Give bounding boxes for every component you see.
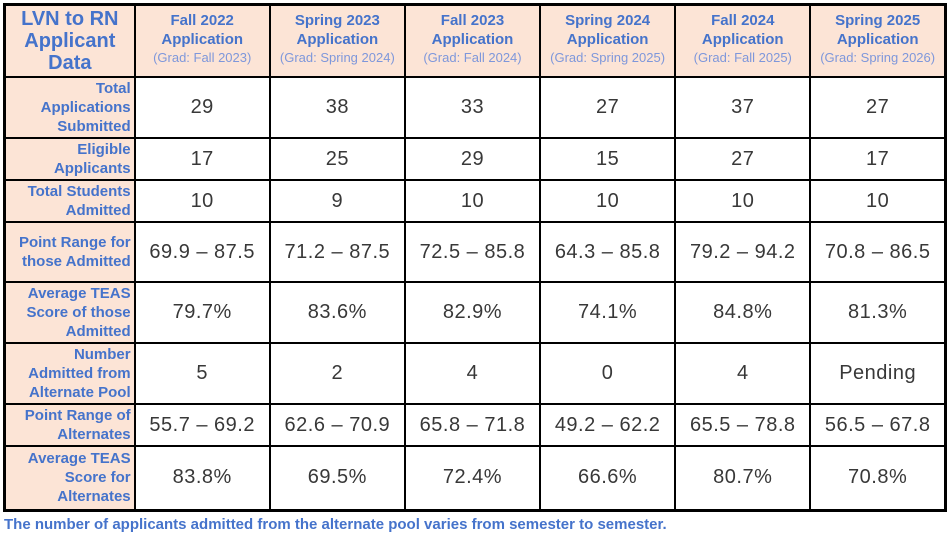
table-header-row: LVN to RN Applicant Data Fall 2022 Appli… — [2, 3, 948, 78]
data-cell: 79.7% — [133, 281, 271, 344]
data-cell: 82.9% — [403, 281, 542, 344]
data-cell: 25 — [268, 137, 406, 181]
row-label: Point Range of Alternates — [2, 403, 136, 447]
data-cell: 72.5 – 85.8 — [403, 221, 542, 283]
column-header-spring-2024: Spring 2024 Application (Grad: Spring 20… — [539, 3, 677, 78]
column-header-grad: (Grad: Fall 2025) — [693, 50, 792, 65]
data-cell: 55.7 – 69.2 — [133, 403, 271, 447]
column-header-fall-2024: Fall 2024 Application (Grad: Fall 2025) — [674, 3, 812, 78]
data-cell: 65.5 – 78.8 — [674, 403, 812, 447]
data-cell: 10 — [539, 179, 677, 223]
data-cell: 33 — [403, 76, 542, 139]
data-cell: 4 — [674, 342, 812, 405]
data-cell: 15 — [539, 137, 677, 181]
data-cell: 10 — [133, 179, 271, 223]
corner-title-cell: LVN to RN Applicant Data — [2, 3, 136, 78]
data-cell: 17 — [133, 137, 271, 181]
lvn-to-rn-applicant-data-table: LVN to RN Applicant Data Fall 2022 Appli… — [2, 3, 948, 512]
column-header-grad: (Grad: Spring 2024) — [279, 50, 395, 65]
column-header-term: Fall 2023 Application — [431, 12, 514, 48]
data-cell: 84.8% — [674, 281, 812, 344]
data-cell: 38 — [268, 76, 406, 139]
data-cell: 27 — [674, 137, 812, 181]
data-cell: 0 — [539, 342, 677, 405]
data-cell: 80.7% — [674, 445, 812, 512]
data-cell: 83.6% — [268, 281, 406, 344]
column-header-term: Spring 2024 Application — [565, 12, 651, 48]
data-cell: 74.1% — [539, 281, 677, 344]
data-cell: 4 — [403, 342, 542, 405]
row-label: Total Students Admitted — [2, 179, 136, 223]
column-header-term: Spring 2025 Application — [835, 12, 921, 48]
data-cell: 81.3% — [809, 281, 948, 344]
column-header-grad: (Grad: Spring 2025) — [550, 50, 666, 65]
data-cell: 5 — [133, 342, 271, 405]
column-header-fall-2022: Fall 2022 Application (Grad: Fall 2023) — [133, 3, 271, 78]
data-cell: 62.6 – 70.9 — [268, 403, 406, 447]
column-header-fall-2023: Fall 2023 Application (Grad: Fall 2024) — [403, 3, 542, 78]
column-header-grad: (Grad: Fall 2024) — [423, 50, 522, 65]
row-label: Eligible Applicants — [2, 137, 136, 181]
data-cell: 69.9 – 87.5 — [133, 221, 271, 283]
row-label: Total Applications Submitted — [2, 76, 136, 139]
data-cell: 83.8% — [133, 445, 271, 512]
table-row-eligible-applicants: Eligible Applicants 17 25 29 15 27 17 — [2, 137, 948, 181]
column-header-grad: (Grad: Spring 2026) — [820, 50, 936, 65]
data-cell: 9 — [268, 179, 406, 223]
data-cell: 10 — [403, 179, 542, 223]
table-row-average-teas-alternates: Average TEAS Score for Alternates 83.8% … — [2, 445, 948, 512]
footnote-text: The number of applicants admitted from t… — [4, 515, 667, 533]
column-header-term: Fall 2024 Application — [701, 12, 784, 48]
data-cell: 17 — [809, 137, 948, 181]
row-label: Average TEAS Score for Alternates — [2, 445, 136, 512]
column-header-term: Spring 2023 Application — [294, 12, 380, 48]
table-row-total-applications-submitted: Total Applications Submitted 29 38 33 27… — [2, 76, 948, 139]
data-cell: 66.6% — [539, 445, 677, 512]
table-row-average-teas-admitted: Average TEAS Score of those Admitted 79.… — [2, 281, 948, 344]
column-header-spring-2023: Spring 2023 Application (Grad: Spring 20… — [268, 3, 406, 78]
table-row-number-admitted-alternate-pool: Number Admitted from Alternate Pool 5 2 … — [2, 342, 948, 405]
row-label: Average TEAS Score of those Admitted — [2, 281, 136, 344]
data-cell: Pending — [809, 342, 948, 405]
data-cell: 10 — [809, 179, 948, 223]
column-header-spring-2025: Spring 2025 Application (Grad: Spring 20… — [809, 3, 948, 78]
data-cell: 70.8 – 86.5 — [809, 221, 948, 283]
data-cell: 56.5 – 67.8 — [809, 403, 948, 447]
table-row-point-range-alternates: Point Range of Alternates 55.7 – 69.2 62… — [2, 403, 948, 447]
row-label: Number Admitted from Alternate Pool — [2, 342, 136, 405]
data-cell: 27 — [539, 76, 677, 139]
data-cell: 64.3 – 85.8 — [539, 221, 677, 283]
data-cell: 71.2 – 87.5 — [268, 221, 406, 283]
data-cell: 79.2 – 94.2 — [674, 221, 812, 283]
data-cell: 2 — [268, 342, 406, 405]
data-cell: 37 — [674, 76, 812, 139]
data-cell: 70.8% — [809, 445, 948, 512]
data-cell: 29 — [403, 137, 542, 181]
column-header-grad: (Grad: Fall 2023) — [153, 50, 252, 65]
data-cell: 69.5% — [268, 445, 406, 512]
data-cell: 29 — [133, 76, 271, 139]
row-label: Point Range for those Admitted — [2, 221, 136, 283]
data-cell: 10 — [674, 179, 812, 223]
data-cell: 65.8 – 71.8 — [403, 403, 542, 447]
table-row-total-students-admitted: Total Students Admitted 10 9 10 10 10 10 — [2, 179, 948, 223]
column-header-term: Fall 2022 Application — [161, 12, 244, 48]
table-row-point-range-admitted: Point Range for those Admitted 69.9 – 87… — [2, 221, 948, 283]
data-cell: 49.2 – 62.2 — [539, 403, 677, 447]
data-cell: 72.4% — [403, 445, 542, 512]
data-cell: 27 — [809, 76, 948, 139]
